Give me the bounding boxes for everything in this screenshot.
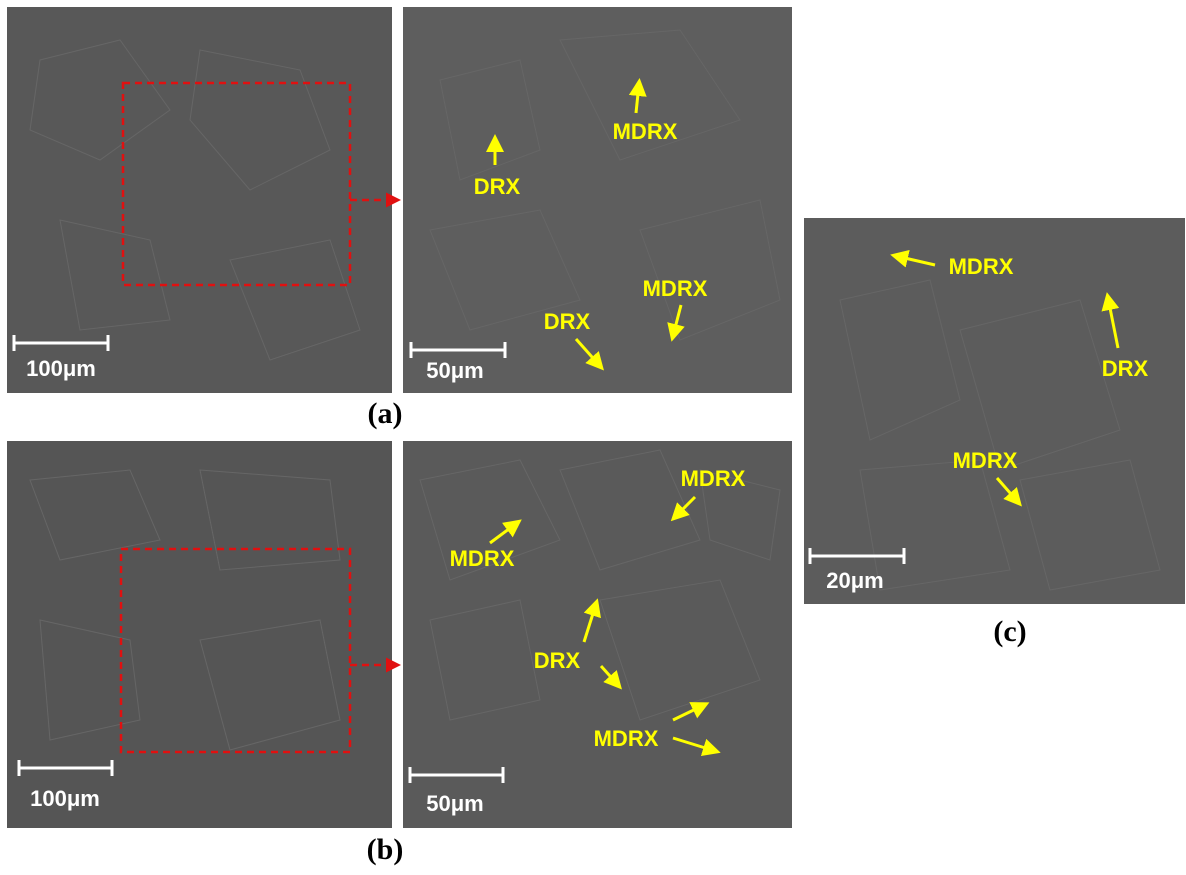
figure: 100μm 50μm 100μm 50μm 20μm MDRX DRX MDRX… (0, 0, 1186, 875)
annotation: MDRX (643, 276, 708, 301)
scale-label: 50μm (426, 358, 484, 383)
annotation: DRX (474, 174, 521, 199)
annotation: MDRX (450, 546, 515, 571)
scale-label: 100μm (26, 356, 96, 381)
annotation: MDRX (594, 726, 659, 751)
scale-bar: 100μm (19, 760, 112, 811)
annotation: MDRX (613, 119, 678, 144)
micrograph (7, 441, 392, 828)
panel-label: (a) (368, 397, 403, 430)
scale-bar: 100μm (14, 335, 108, 381)
annotation: MDRX (949, 254, 1014, 279)
annotation: MDRX (681, 466, 746, 491)
scale-label: 100μm (30, 786, 100, 811)
annotation: MDRX (953, 448, 1018, 473)
micrograph (403, 7, 792, 393)
annotation: DRX (544, 309, 591, 334)
micrograph (403, 441, 792, 828)
micrograph (7, 7, 392, 393)
scale-label: 20μm (826, 568, 884, 593)
panel-label: (c) (993, 615, 1026, 648)
annotation: DRX (1102, 356, 1149, 381)
annotation: DRX (534, 648, 581, 673)
panel-label: (b) (367, 833, 404, 866)
scale-label: 50μm (426, 791, 484, 816)
